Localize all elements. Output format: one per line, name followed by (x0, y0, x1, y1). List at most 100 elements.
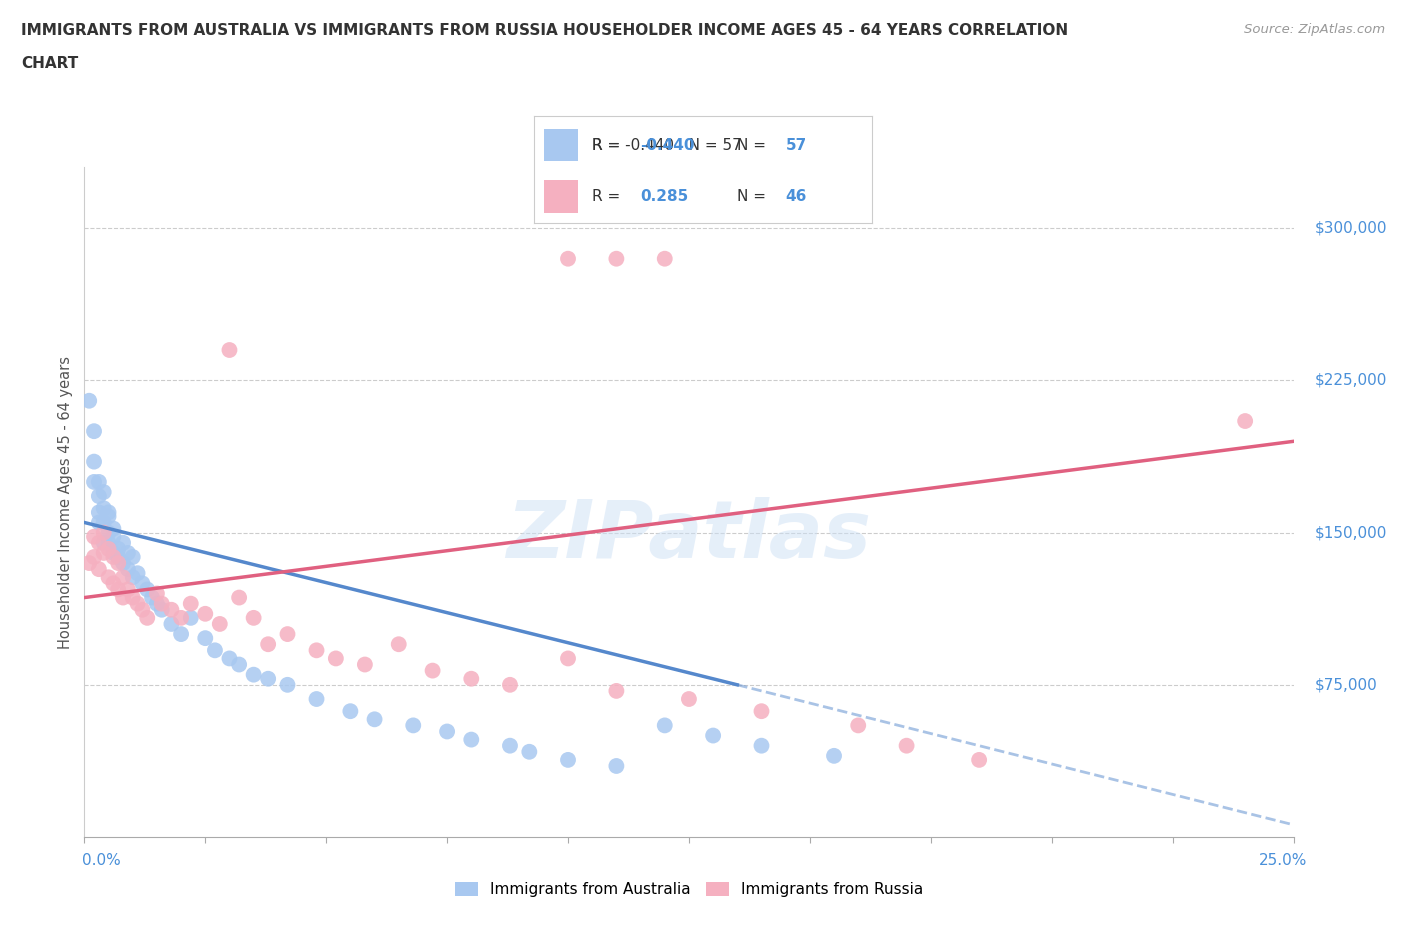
Text: ZIPatlas: ZIPatlas (506, 497, 872, 575)
Point (204, 643, 226, 658)
Point (276, 627, 298, 642)
Point (97, 525, 120, 540)
Point (751, 704, 773, 719)
Point (751, 738, 773, 753)
Point (499, 677, 522, 692)
Point (77, 393, 100, 408)
Point (93, 546, 115, 561)
Point (103, 550, 125, 565)
Point (97, 509, 120, 524)
Legend: Immigrants from Australia, Immigrants from Russia: Immigrants from Australia, Immigrants fr… (449, 876, 929, 903)
Point (846, 718, 869, 733)
Point (557, 752, 579, 767)
Point (97, 505, 120, 520)
Point (896, 738, 918, 753)
Y-axis label: Householder Income Ages 45 - 64 years: Householder Income Ages 45 - 64 years (58, 355, 73, 649)
Point (93, 501, 115, 516)
Point (654, 251, 676, 266)
Point (117, 546, 139, 561)
Point (136, 610, 159, 625)
Point (557, 251, 579, 266)
Point (107, 555, 129, 570)
Point (136, 582, 159, 597)
Point (87, 515, 110, 530)
Point (160, 603, 183, 618)
Point (363, 711, 385, 726)
Point (517, 744, 540, 759)
Text: $75,000: $75,000 (1315, 677, 1378, 692)
Point (180, 610, 202, 625)
Point (160, 617, 183, 631)
Point (83, 529, 105, 544)
Point (93, 525, 115, 540)
Point (97, 570, 120, 585)
Point (276, 677, 298, 692)
Point (150, 596, 173, 611)
Point (460, 671, 482, 686)
Text: CHART: CHART (21, 56, 79, 71)
Point (460, 732, 482, 747)
Point (402, 718, 425, 733)
Point (1234, 414, 1257, 429)
Text: $225,000: $225,000 (1315, 373, 1386, 388)
Point (87, 562, 110, 577)
Point (131, 603, 153, 618)
Point (93, 515, 115, 530)
Text: $300,000: $300,000 (1315, 220, 1388, 236)
Point (87, 488, 110, 503)
Point (87, 474, 110, 489)
Point (150, 603, 173, 618)
Point (112, 570, 135, 585)
Point (131, 576, 153, 591)
Text: -0.440: -0.440 (641, 138, 695, 153)
Point (228, 591, 250, 605)
Bar (544, 129, 578, 161)
Point (146, 596, 169, 611)
Point (180, 596, 202, 611)
Point (339, 704, 361, 719)
Text: Source: ZipAtlas.com: Source: ZipAtlas.com (1244, 23, 1385, 36)
Text: N =: N = (737, 138, 770, 153)
Point (117, 582, 139, 597)
Point (87, 536, 110, 551)
Point (605, 684, 627, 698)
Point (605, 251, 627, 266)
Point (354, 658, 377, 672)
Point (93, 536, 115, 551)
Point (121, 550, 143, 565)
Point (702, 728, 724, 743)
Point (325, 651, 347, 666)
Point (83, 424, 105, 439)
Point (242, 610, 264, 625)
Point (305, 643, 328, 658)
Point (87, 505, 110, 520)
Point (194, 631, 217, 645)
Text: $150,000: $150,000 (1315, 525, 1386, 540)
Point (121, 591, 143, 605)
Point (605, 759, 627, 774)
Point (107, 582, 129, 597)
Point (103, 521, 125, 536)
Point (83, 454, 105, 469)
Point (121, 570, 143, 585)
Point (422, 663, 444, 678)
Point (77, 555, 100, 570)
Point (194, 606, 217, 621)
Point (93, 485, 115, 499)
Point (83, 474, 105, 489)
Point (103, 529, 125, 544)
Point (107, 541, 129, 556)
Point (242, 667, 264, 682)
Text: IMMIGRANTS FROM AUSTRALIA VS IMMIGRANTS FROM RUSSIA HOUSEHOLDER INCOME AGES 45 -: IMMIGRANTS FROM AUSTRALIA VS IMMIGRANTS … (21, 23, 1069, 38)
Point (678, 692, 700, 707)
Text: 25.0%: 25.0% (1260, 853, 1308, 868)
Point (218, 342, 240, 357)
Text: 0.0%: 0.0% (82, 853, 121, 868)
Point (103, 546, 125, 561)
Text: R =: R = (592, 189, 624, 204)
Point (112, 555, 135, 570)
Text: N =: N = (737, 189, 770, 204)
Point (127, 596, 149, 611)
Point (112, 536, 135, 551)
Point (305, 692, 328, 707)
